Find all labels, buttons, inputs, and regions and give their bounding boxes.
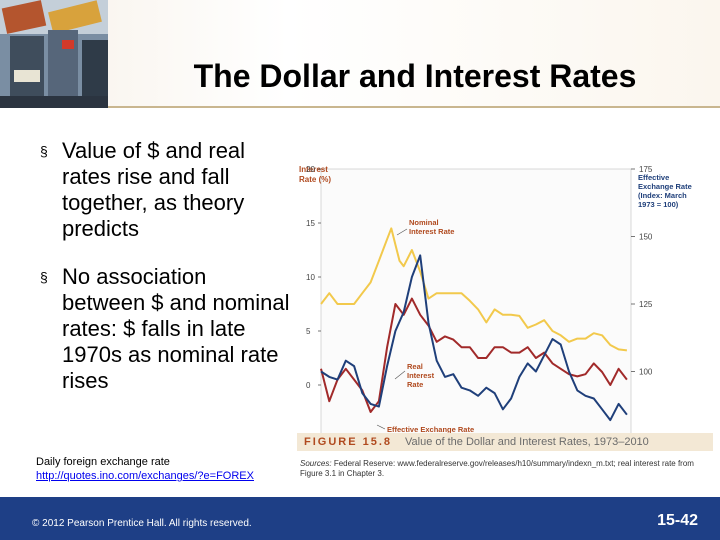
bullet-item: § Value of $ and real rates rise and fal…: [40, 138, 290, 242]
fx-link[interactable]: http://quotes.ino.com/exchanges/?e=FOREX: [36, 470, 254, 482]
right-tick-label: 150: [639, 233, 653, 242]
slide-title: The Dollar and Interest Rates: [193, 58, 637, 94]
figure-caption-band: [297, 433, 713, 451]
annotation-nominal-rate: Interest Rate: [409, 227, 454, 236]
figure-title: Value of the Dollar and Interest Rates, …: [405, 436, 649, 448]
annotation-nominal-rate: Nominal: [409, 218, 439, 227]
left-tick-label: 15: [306, 219, 315, 228]
right-tick-label: 175: [639, 165, 653, 174]
left-tick-label: 0: [306, 381, 311, 390]
copyright-text: © 2012 Pearson Prentice Hall. All rights…: [32, 518, 252, 529]
series-line-effective-exchange-rate: [320, 254, 628, 422]
annotation-leader: [396, 228, 408, 236]
right-axis-title-line: 1973 = 100): [638, 200, 679, 209]
series-line-real-interest-rate: [320, 297, 628, 413]
left-axis-title-line: Rate (%): [299, 175, 331, 184]
series-line-nominal-interest-rate: [320, 227, 628, 352]
left-tick-label: 20: [306, 165, 315, 174]
bullet-item: § No association between $ and nominal r…: [40, 264, 290, 394]
bullet-list: § Value of $ and real rates rise and fal…: [40, 138, 290, 416]
left-axis-title-line: Interest: [299, 165, 328, 174]
footer-bar: [0, 497, 720, 540]
fx-note: Daily foreign exchange rate http://quote…: [36, 455, 254, 483]
right-tick-label: 100: [639, 368, 653, 377]
right-axis-title-line: Effective: [638, 173, 669, 182]
header-divider: [0, 106, 720, 108]
city-photo-image: [0, 0, 108, 108]
annotation-leader: [394, 370, 406, 380]
fx-note-text: Daily foreign exchange rate: [36, 456, 170, 468]
annotation-real-rate: Interest: [407, 371, 435, 380]
sources-text: Federal Reserve: www.federalreserve.gov/…: [300, 459, 694, 478]
figure-sources: Sources: Federal Reserve: www.federalres…: [300, 459, 710, 479]
annotation-real-rate: Rate: [407, 380, 423, 389]
page-number: 15-42: [657, 512, 698, 529]
right-axis-title-line: Exchange Rate: [638, 182, 692, 191]
square-bullet-icon: §: [40, 269, 48, 285]
header-band: [0, 0, 720, 108]
annotation-leader: [376, 424, 386, 430]
square-bullet-icon: §: [40, 143, 48, 159]
annotation-real-rate: Real: [407, 362, 423, 371]
right-tick-label: 125: [639, 300, 653, 309]
sources-prefix: Sources:: [300, 459, 332, 468]
header-photo: [0, 0, 108, 108]
left-tick-label: 10: [306, 273, 315, 282]
annotation-exchange-rate: Effective Exchange Rate: [387, 425, 474, 434]
left-tick-label: 5: [306, 327, 311, 336]
bullet-text: Value of $ and real rates rise and fall …: [62, 138, 246, 241]
right-axis-title-line: (Index: March: [638, 191, 687, 200]
bullet-text: No association between $ and nominal rat…: [62, 264, 290, 393]
figure-label: FIGURE 15.8: [304, 436, 393, 448]
